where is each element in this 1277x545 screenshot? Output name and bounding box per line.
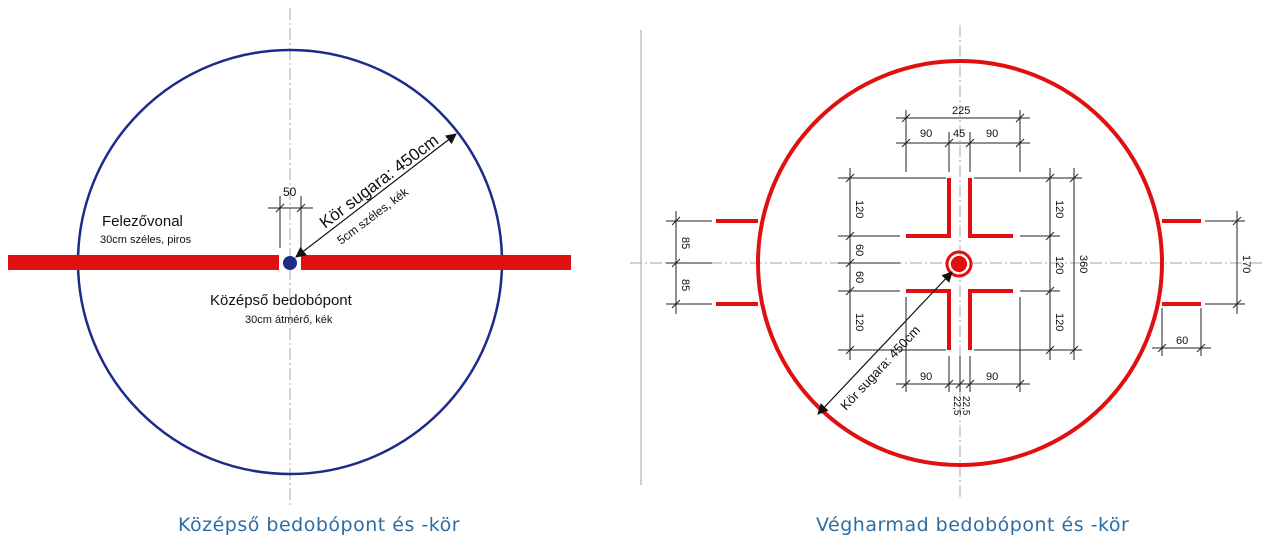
dim-right-c: 120 — [1053, 313, 1065, 331]
dim-top-total: 225 — [952, 105, 970, 117]
halfway-title: Felezővonal — [102, 213, 183, 230]
dim-bottom-a: 90 — [920, 371, 932, 383]
halfway-line-right — [301, 255, 571, 270]
dim-bottom-b: 90 — [986, 371, 998, 383]
dim-left-a: 120 — [853, 200, 865, 218]
right-caption: Végharmad bedobópont és -kör — [816, 514, 1130, 536]
endzone-radius-arrow — [817, 271, 953, 415]
dim-right-total: 360 — [1077, 255, 1089, 273]
dim-left-d: 120 — [853, 313, 865, 331]
endzone-circle — [756, 59, 1164, 467]
dim-top-a: 90 — [920, 128, 932, 140]
center-faceoff-spot — [283, 256, 297, 270]
center-spot-sub: 30cm átmérő, kék — [245, 314, 333, 326]
halfway-sub: 30cm széles, piros — [100, 234, 192, 246]
dim-top-c: 90 — [986, 128, 998, 140]
dim-bottom-d: 22,5 — [951, 396, 962, 416]
endzone-faceoff-spot — [945, 250, 973, 278]
dim-far-right: 170 — [1240, 255, 1252, 273]
hash-marks — [716, 219, 1201, 306]
dim-far-left-b: 85 — [679, 279, 691, 291]
dim-far-left-a: 85 — [679, 237, 691, 249]
dim-left-b: 60 — [853, 244, 865, 256]
dim-bottom-c: 22,5 — [960, 396, 971, 416]
dim-left-c: 60 — [853, 271, 865, 283]
dim-50-label: 50 — [283, 185, 297, 199]
endzone-faceoff-diagram: Kör sugara: 450cm 225 90 45 90 — [630, 25, 1262, 500]
left-caption: Középső bedobópont és -kör — [178, 514, 461, 536]
center-faceoff-diagram: 50 Kör sugara: 450cm 5cm széles, kék Fel… — [8, 8, 571, 505]
dim-right-a: 120 — [1053, 200, 1065, 218]
dim-hash: 60 — [1176, 335, 1188, 347]
dim-top-b: 45 — [953, 128, 965, 140]
center-spot-title: Középső bedobópont — [210, 292, 353, 309]
halfway-line-left — [8, 255, 279, 270]
dim-right-b: 120 — [1053, 256, 1065, 274]
radius-arrow — [295, 133, 457, 258]
